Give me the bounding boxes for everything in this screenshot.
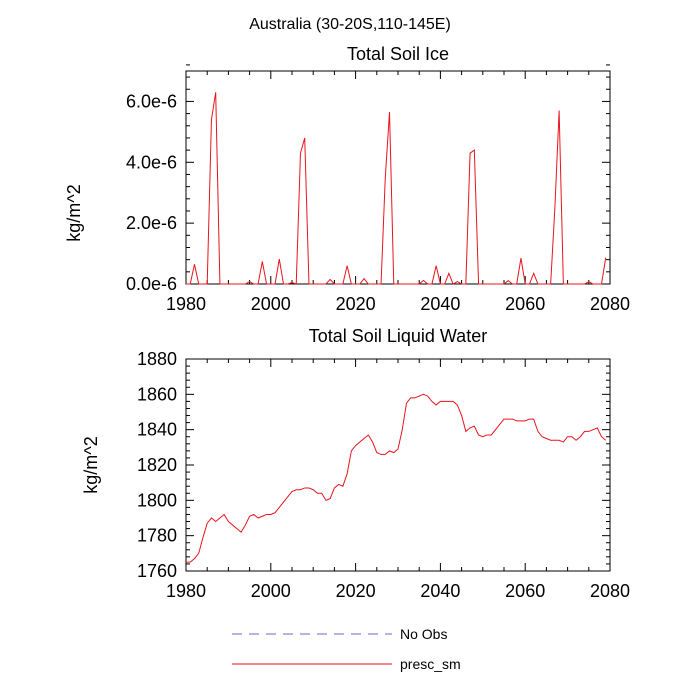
y-tick-label: 6.0e-6	[126, 91, 177, 111]
soil-liquid-water-plot-frame	[185, 358, 611, 572]
y-tick-label: 1760	[137, 561, 177, 581]
soil-ice-title: Total Soil Ice	[347, 44, 449, 64]
x-tick-label: 2000	[251, 581, 291, 601]
soil-liquid-water-title: Total Soil Liquid Water	[309, 326, 487, 346]
y-tick-label: 1820	[137, 455, 177, 475]
soil-ice-panel: Total Soil Ice kg/m^2 1980 2000 2020 2040 20…	[64, 44, 630, 314]
x-tick-label: 1980	[166, 581, 206, 601]
y-tick-label: 0.0e-6	[126, 274, 177, 294]
soil-liquid-water-panel: Total Soil Liquid Water kg/m^2 1980 2000 2…	[81, 326, 630, 601]
x-tick-label: 2040	[420, 294, 460, 314]
legend: No Obs presc_sm	[232, 626, 461, 672]
y-tick-label: 2.0e-6	[126, 213, 177, 233]
y-tick-label: 1800	[137, 490, 177, 510]
soil-liquid-water-series-line	[186, 393, 607, 563]
y-tick-label: 1780	[137, 526, 177, 546]
figure-title: Australia (30-20S,110-145E)	[249, 16, 451, 33]
legend-no-obs-label: No Obs	[400, 626, 447, 642]
soil-ice-series-line	[186, 92, 607, 285]
y-tick-label: 1860	[137, 384, 177, 404]
x-tick-label: 2060	[505, 294, 545, 314]
x-tick-label: 2060	[505, 581, 545, 601]
y-tick-label: 1880	[137, 349, 177, 369]
x-tick-label: 2080	[590, 294, 630, 314]
x-tick-label: 2000	[251, 294, 291, 314]
x-tick-label: 2040	[420, 581, 460, 601]
x-tick-label: 2020	[336, 581, 376, 601]
x-tick-label: 2080	[590, 581, 630, 601]
x-tick-label: 2020	[336, 294, 376, 314]
x-tick-label: 1980	[166, 294, 206, 314]
legend-presc-sm-label: presc_sm	[400, 656, 461, 672]
soil-ice-plot-frame	[185, 70, 611, 285]
soil-ice-ylabel: kg/m^2	[64, 184, 84, 241]
y-tick-label: 1840	[137, 420, 177, 440]
soil-liquid-water-ylabel: kg/m^2	[81, 436, 101, 493]
y-tick-label: 4.0e-6	[126, 152, 177, 172]
